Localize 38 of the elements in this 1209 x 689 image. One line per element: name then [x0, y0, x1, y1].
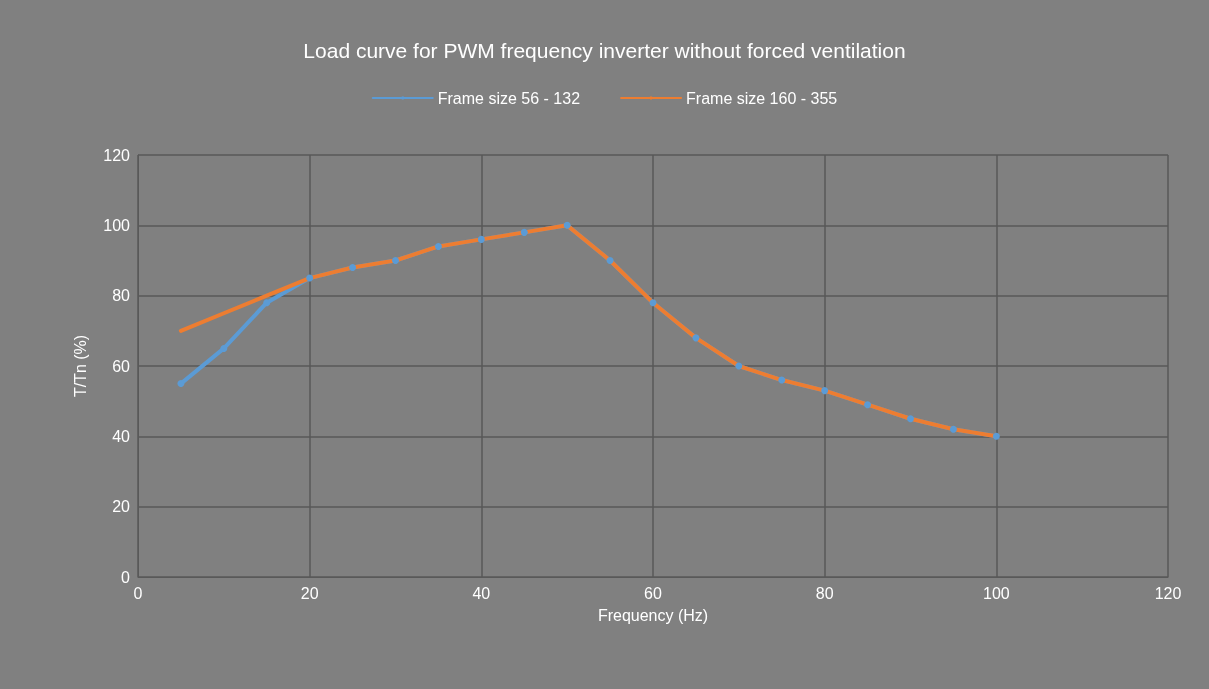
point: [692, 334, 700, 342]
point: [220, 344, 228, 352]
point: [563, 221, 571, 229]
point: [864, 401, 872, 409]
x-tick-label: 60: [644, 584, 662, 602]
point: [778, 376, 786, 384]
x-tick-label: 80: [815, 584, 834, 602]
x-tick-label: 0: [133, 584, 143, 602]
chart-title: Load curve for PWM frequency inverter without forced ventilation: [303, 39, 906, 62]
y-tick-label: 40: [112, 427, 131, 445]
point: [949, 425, 957, 433]
y-tick-label: 100: [103, 216, 131, 234]
point: [606, 257, 614, 264]
legend-label: Frame size 56 - 132: [437, 89, 581, 107]
point: [992, 432, 1000, 440]
y-tick-label: 20: [112, 498, 131, 516]
point: [392, 257, 399, 264]
y-tick-label: 120: [103, 146, 131, 164]
x-tick-label: 40: [472, 584, 491, 602]
y-tick-label: 80: [112, 287, 131, 305]
y-tick-label: 0: [121, 568, 131, 586]
legend-label: Frame size 160 - 355: [686, 89, 838, 107]
x-tick-label: 120: [1154, 584, 1182, 602]
y-axis-title: T/Tn (%): [71, 334, 89, 398]
point: [821, 387, 829, 395]
point: [477, 235, 485, 243]
point: [520, 228, 528, 236]
y-tick-label: 60: [112, 357, 131, 375]
point: [649, 299, 657, 307]
point: [263, 299, 271, 307]
point: [907, 415, 914, 423]
x-tick-label: 20: [300, 584, 319, 602]
point: [306, 274, 314, 282]
point: [349, 264, 357, 272]
point: [177, 380, 185, 388]
x-axis-title: Frequency (Hz): [597, 606, 709, 624]
point: [434, 242, 442, 250]
x-tick-label: 100: [982, 584, 1010, 602]
